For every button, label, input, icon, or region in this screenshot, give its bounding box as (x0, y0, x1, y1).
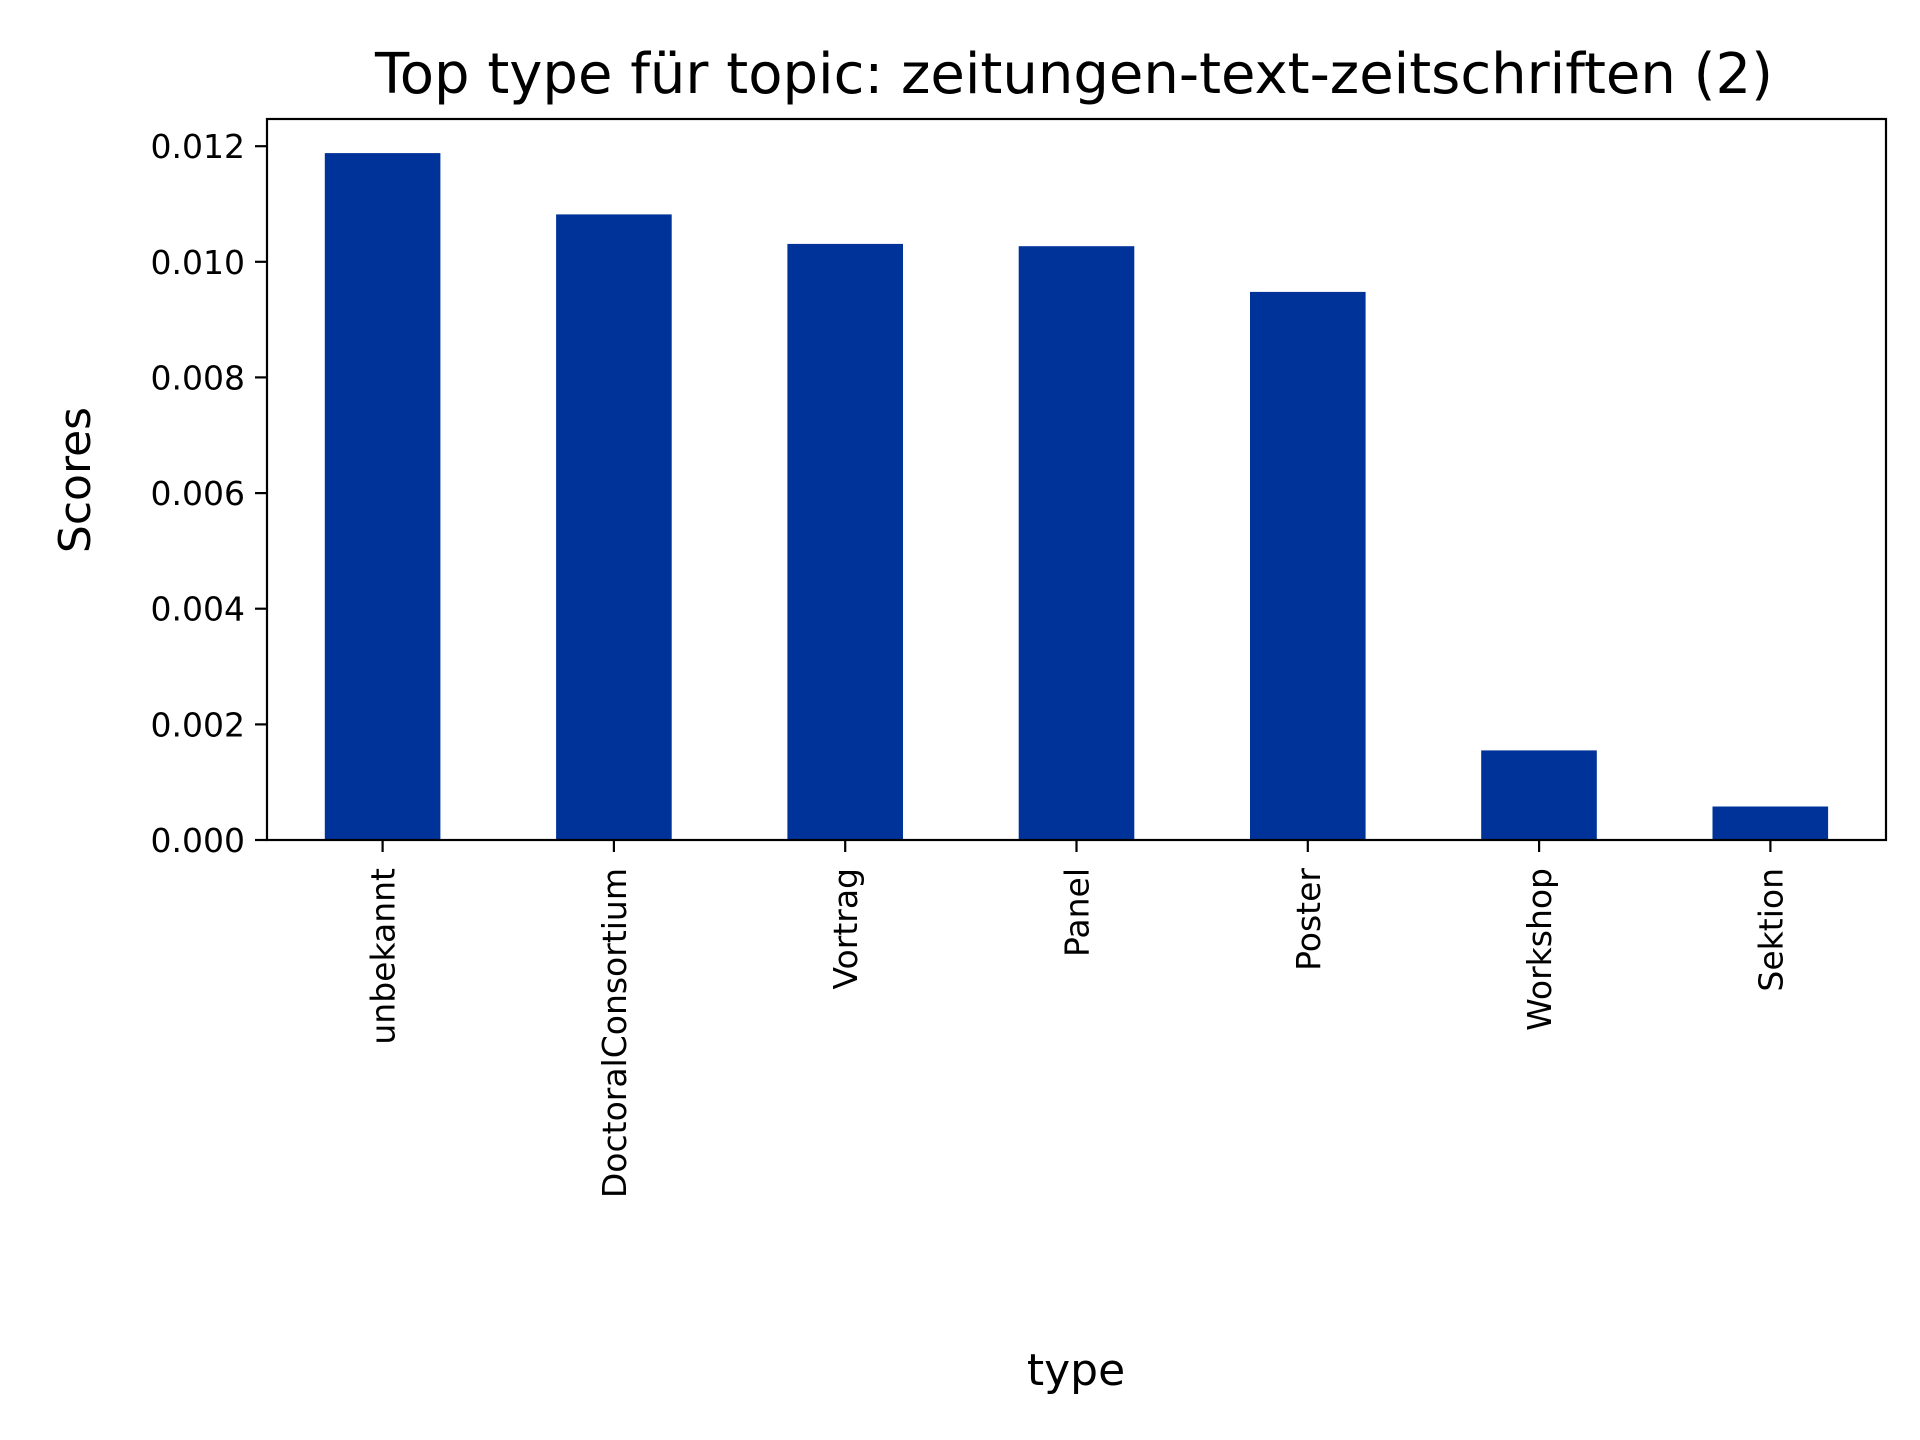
x-axis-label: type (1027, 1345, 1125, 1396)
x-tick-label-sektion: Sektion (1751, 868, 1790, 992)
x-tick-label-vortrag: Vortrag (826, 868, 865, 989)
bar-doctoralconsortium (556, 214, 672, 840)
y-tick-label: 0.010 (151, 243, 245, 282)
bar-sektion (1712, 806, 1829, 840)
x-tick-label-workshop: Workshop (1520, 868, 1559, 1031)
bar-panel (1018, 246, 1135, 840)
x-axis: unbekannt DoctoralConsortium Vortrag Panel P… (364, 840, 1790, 1198)
y-tick-label: 0.008 (151, 358, 245, 397)
y-tick-label: 0.012 (151, 127, 245, 166)
y-axis: 0.000 0.002 0.004 0.006 0.008 0.010 0.012 (151, 127, 267, 860)
y-tick-label: 0.004 (151, 590, 245, 629)
x-tick-label-doctoralconsortium: DoctoralConsortium (595, 868, 634, 1198)
bar-poster (1250, 291, 1366, 840)
x-tick-label-poster: Poster (1289, 868, 1328, 971)
x-tick-label-panel: Panel (1058, 868, 1097, 957)
x-tick-label-unbekannt: unbekannt (364, 868, 403, 1045)
bar-vortrag (787, 243, 903, 840)
bar-workshop (1481, 750, 1597, 840)
y-tick-label: 0.006 (151, 474, 245, 513)
bars-group (324, 153, 1829, 841)
y-axis-label: Scores (50, 407, 101, 553)
chart-title: Top type für topic: zeitungen-text-zeits… (374, 42, 1773, 107)
y-tick-label: 0.000 (151, 821, 245, 860)
y-tick-label: 0.002 (151, 705, 245, 744)
bar-unbekannt (324, 153, 441, 841)
